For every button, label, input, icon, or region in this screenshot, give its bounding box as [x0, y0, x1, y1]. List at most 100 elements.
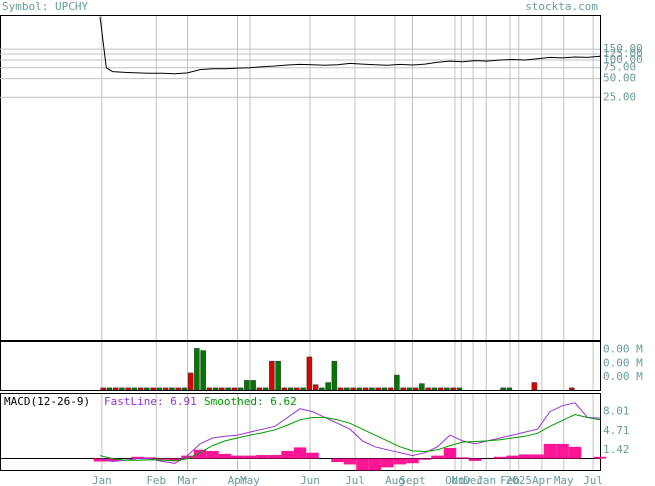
macd-histogram-bar: [206, 450, 219, 459]
volume-bar: [350, 387, 356, 391]
macd-histogram-bar: [268, 455, 282, 459]
volume-bar: [150, 387, 156, 391]
macd-histogram-bar: [406, 458, 419, 464]
volume-bar: [250, 380, 256, 391]
x-tick-label: Jul: [345, 474, 365, 486]
x-tick-label: Feb: [500, 474, 520, 486]
volume-bar: [319, 387, 325, 391]
legend-label: FastLine: 6.91: [104, 395, 197, 408]
x-tick-label: Oct: [445, 474, 465, 486]
macd-histogram-bar: [293, 447, 307, 459]
volume-bar: [569, 387, 575, 391]
macd-histogram-bar: [493, 456, 507, 459]
volume-bar: [531, 382, 538, 391]
macd-histogram-bar: [331, 458, 344, 463]
volume-bar: [431, 387, 438, 391]
y-tick-label: 75.00: [603, 61, 636, 74]
volume-bar: [162, 387, 169, 391]
x-tick-label: Jan: [92, 474, 112, 486]
volume-bar: [187, 372, 194, 391]
y-tick-label: 8.01: [603, 405, 630, 418]
macd-histogram-bar: [256, 455, 269, 459]
macd-histogram-bar: [168, 458, 182, 461]
volume-bar: [287, 387, 294, 391]
macd-histogram-bar: [356, 458, 369, 471]
volume-bar: [325, 382, 331, 391]
source-label: stockta.com: [525, 0, 598, 13]
price-line: [99, 16, 601, 75]
macd-histogram-bar: [518, 454, 532, 459]
macd-histogram-bar: [131, 456, 144, 459]
volume-bar: [425, 387, 431, 391]
volume-bar: [400, 387, 406, 391]
volume-bar: [106, 387, 113, 391]
macd-title: MACD(12-26-9): [4, 395, 90, 408]
macd-histogram-bar: [368, 458, 382, 471]
volume-bar: [269, 360, 275, 391]
volume-bar: [506, 387, 513, 391]
macd-histogram-bar: [156, 458, 169, 460]
y-tick-label: 150.00: [603, 42, 643, 55]
volume-bar: [212, 387, 219, 391]
x-tick-label: Feb: [146, 474, 166, 486]
x-tick-label: Dec: [463, 474, 483, 486]
volume-bar: [337, 387, 344, 391]
volume-bar: [306, 356, 313, 391]
macd-line: [99, 413, 601, 462]
macd-histogram-bar: [343, 458, 357, 465]
volume-bar: [362, 387, 369, 391]
x-tick-label: Jul: [583, 474, 603, 486]
y-tick-label: 1.42: [603, 443, 630, 456]
macd-histogram-bar: [281, 450, 294, 459]
macd-histogram-bar: [143, 457, 157, 459]
volume-bar: [406, 387, 413, 391]
x-tick-label: 2025: [506, 474, 533, 486]
volume-bar: [100, 387, 106, 391]
volume-bar: [244, 380, 250, 391]
volume-bar: [369, 387, 375, 391]
volume-bar: [181, 387, 188, 391]
volume-bar: [169, 387, 175, 391]
volume-bar: [444, 387, 450, 391]
volume-bar: [294, 387, 300, 391]
volume-bar: [206, 387, 213, 391]
volume-bar: [437, 387, 444, 391]
macd-histogram-bar: [106, 458, 119, 462]
volume-panel: [0, 341, 601, 391]
x-tick-label: May: [240, 474, 260, 486]
volume-bar: [262, 387, 269, 391]
symbol-label: Symbol: UPCHY: [2, 0, 88, 13]
legend-label: Smoothed: 6.62: [204, 395, 297, 408]
macd-histogram-bar: [231, 455, 244, 459]
macd-histogram-bar: [543, 443, 557, 459]
macd-histogram-bar: [531, 454, 544, 459]
y-tick-label: 25.00: [603, 90, 636, 103]
y-tick-label: 125.00: [603, 47, 643, 60]
x-tick-label: May: [554, 474, 574, 486]
y-tick-label: 0.00 M: [603, 342, 643, 355]
volume-bar: [419, 383, 425, 391]
y-tick-label: 0.00 M: [603, 370, 643, 383]
macd-histogram-bar: [443, 447, 457, 459]
volume-bar: [331, 360, 338, 391]
volume-bar: [356, 387, 363, 391]
macd-histogram-bar: [218, 453, 232, 459]
x-tick-label: Jun: [300, 474, 320, 486]
x-tick-label: Apr: [532, 474, 552, 486]
volume-bar: [256, 387, 263, 391]
volume-bar: [194, 348, 200, 391]
volume-bar: [131, 387, 138, 391]
volume-bar: [237, 387, 244, 391]
volume-bar: [300, 387, 306, 391]
x-tick-label: Jan: [476, 474, 496, 486]
volume-bar: [137, 387, 144, 391]
y-tick-label: 0.00 M: [603, 356, 643, 369]
volume-bar: [412, 387, 419, 391]
macd-histogram-bar: [93, 458, 107, 462]
macd-histogram-bar: [556, 443, 569, 459]
y-tick-label: 100.00: [603, 53, 643, 66]
volume-bar: [275, 360, 281, 391]
volume-bar: [450, 387, 456, 391]
